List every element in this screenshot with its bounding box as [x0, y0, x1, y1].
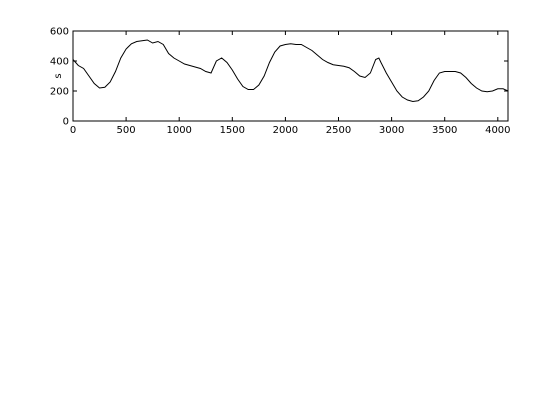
x-tick-label: 1000	[166, 125, 191, 136]
x-tick-label: 3000	[379, 125, 404, 136]
y-axis-label: s	[53, 73, 64, 78]
x-tick-label: 500	[117, 125, 136, 136]
x-tick-label: 1500	[220, 125, 245, 136]
y-tick-label: 600	[50, 27, 69, 38]
y-tick-label: 200	[50, 87, 69, 98]
x-tick-label: 2500	[326, 125, 351, 136]
y-tick-label: 0	[63, 117, 69, 128]
plot-frame	[72, 30, 509, 122]
x-tick-label: 0	[70, 125, 76, 136]
x-tick-label: 2000	[273, 125, 298, 136]
x-tick-label: 3500	[432, 125, 457, 136]
data-line	[72, 39, 509, 103]
x-tick-label: 4000	[485, 125, 510, 136]
y-tick-label: 400	[50, 57, 69, 68]
